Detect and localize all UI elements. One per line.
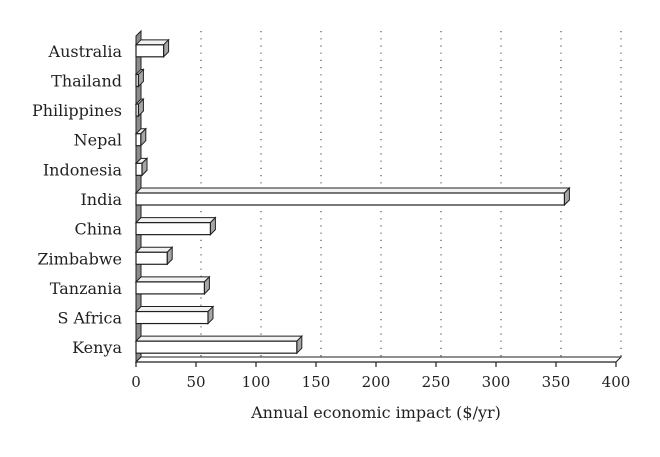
bar-front-tanzania	[135, 281, 206, 295]
bar-china	[134, 216, 217, 236]
bar-indonesia	[134, 157, 149, 177]
bar-philippines	[134, 97, 145, 118]
x-tick-label-200: 200	[362, 373, 391, 391]
bar-thailand	[134, 68, 145, 88]
category-label-tanzania: Tanzania	[50, 279, 123, 298]
bar-front-philippines	[135, 103, 140, 117]
category-label-indonesia: Indonesia	[43, 160, 123, 179]
bar-australia	[134, 38, 170, 59]
bar-top-india	[134, 187, 571, 194]
bar-top-zimbabwe	[134, 246, 174, 253]
bar-front-thailand	[135, 73, 140, 88]
bar-front-zimbabwe	[135, 251, 168, 265]
bar-top-china	[134, 217, 217, 224]
category-label-kenya: Kenya	[72, 338, 122, 357]
bar-nepal	[134, 127, 148, 147]
bar-front-s-africa	[135, 310, 209, 325]
category-label-philippines: Philippines	[32, 101, 122, 120]
category-label-nepal: Nepal	[74, 131, 122, 150]
x-axis-title: Annual economic impact ($/yr)	[250, 403, 501, 422]
category-label-australia: Australia	[48, 42, 123, 61]
bar-top-s-africa	[134, 306, 215, 313]
x-tick-label-400: 400	[602, 373, 631, 391]
category-label-zimbabwe: Zimbabwe	[37, 249, 122, 268]
bar-front-nepal	[135, 133, 142, 147]
x-tick-label-300: 300	[482, 373, 511, 391]
x-tick-label-0: 0	[131, 373, 141, 391]
bar-kenya	[134, 334, 304, 355]
bar-india	[134, 186, 571, 207]
x-tick-label-100: 100	[242, 373, 271, 391]
bar-top-tanzania	[134, 276, 211, 283]
bar-zimbabwe	[134, 246, 174, 266]
bar-front-indonesia	[135, 162, 143, 176]
x-tick-label-50: 50	[186, 373, 205, 391]
category-labels: Kenya S Africa Tanzania Zimbabwe China India I…	[32, 42, 122, 357]
bar-front-china	[135, 222, 212, 236]
x-tick-label-150: 150	[302, 373, 331, 391]
category-label-thailand: Thailand	[51, 71, 122, 90]
bar-tanzania	[134, 275, 211, 296]
x-tick-label-350: 350	[542, 373, 571, 391]
bar-front-kenya	[135, 340, 298, 354]
bar-top-kenya	[134, 335, 304, 342]
bars	[134, 38, 571, 355]
category-label-china: China	[74, 220, 122, 239]
bar-front-australia	[135, 44, 165, 58]
x-tick-label-250: 250	[422, 373, 451, 391]
bar-front-india	[135, 192, 565, 206]
category-label-india: India	[80, 190, 122, 209]
x-tick-labels: 0 50 100 150 200 250 300 350 400	[131, 373, 630, 391]
axis-floor	[134, 356, 623, 363]
bar-s-africa	[134, 305, 215, 325]
category-label-s-africa: S Africa	[57, 309, 122, 328]
